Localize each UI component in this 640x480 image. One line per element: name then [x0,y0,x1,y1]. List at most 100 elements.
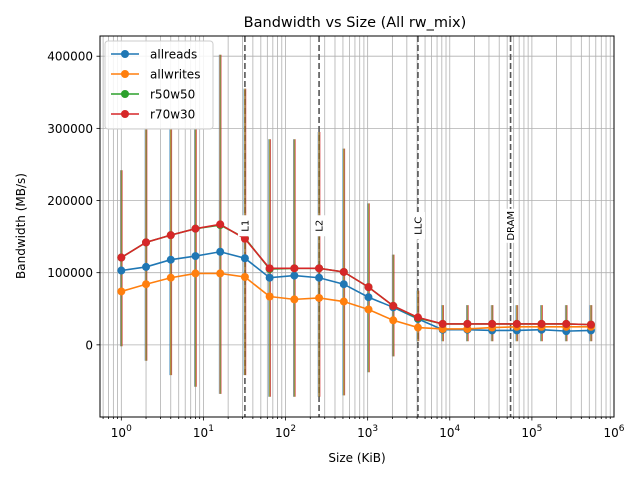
x-tick-label: 106 [603,424,624,440]
data-point-allwrites [142,280,151,289]
data-point-allreads [339,280,348,289]
data-point-r70w30 [216,220,225,229]
cache-label-box [312,215,327,237]
legend-swatch-marker [121,70,129,78]
x-tick-label: 103 [357,424,378,440]
y-tick-label: 100000 [47,266,93,280]
x-axis-ticks: 100 101 102 103 104 105 106 [102,417,625,440]
x-tick-base: 10 [111,426,126,440]
x-tick-label: 105 [521,424,542,440]
data-point-r70w30 [166,231,175,240]
data-point-allwrites [389,316,398,325]
x-tick-exponent: 6 [619,424,625,434]
data-point-allreads [166,255,175,264]
data-point-allwrites [364,305,373,314]
data-point-r70w30 [562,319,571,328]
x-tick-base: 10 [439,426,454,440]
cache-label-box [410,212,425,240]
data-point-r70w30 [413,313,422,322]
chart-title: Bandwidth vs Size (All rw_mix) [244,15,467,31]
legend: allreads allwrites r50w50 r70w30 [104,40,214,130]
data-point-r70w30 [488,319,497,328]
data-point-r70w30 [142,238,151,247]
y-tick-label: 400000 [47,50,93,64]
data-point-r70w30 [512,319,521,328]
series-line-r70w30 [120,223,591,326]
x-tick-label: 101 [193,424,214,440]
x-tick-base: 10 [357,426,372,440]
legend-label-allreads: allreads [150,48,197,62]
data-point-allwrites [216,269,225,278]
x-tick-label: 104 [439,424,460,440]
data-point-r70w30 [117,253,126,262]
data-point-r70w30 [339,267,348,276]
y-axis-title: Bandwidth (MB/s) [14,173,28,279]
cache-label-dram: DRAM [506,211,517,241]
cache-label-l2: L2 [315,220,326,232]
data-point-allreads [315,273,324,282]
data-point-allreads [191,252,200,261]
series-line-allreads [121,250,591,332]
cache-label-box [503,208,518,243]
x-tick-label: 102 [275,424,296,440]
data-point-r70w30 [364,283,373,292]
data-point-r70w30 [438,319,447,328]
legend-swatch-marker [121,110,129,118]
x-tick-exponent: 1 [208,424,214,434]
x-tick-exponent: 4 [455,424,461,434]
data-point-r70w30 [290,264,299,273]
legend-swatch-marker [121,50,129,58]
legend-swatch-marker [121,90,129,98]
series-line-allwrites [121,272,591,330]
data-point-allreads [290,271,299,280]
x-tick-exponent: 3 [372,424,378,434]
data-point-allreads [364,293,373,302]
y-tick-label: 0 [85,338,93,352]
data-point-r70w30 [315,264,324,273]
x-tick-base: 10 [521,426,536,440]
data-point-r70w30 [389,301,398,310]
x-tick-exponent: 2 [290,424,296,434]
data-point-allwrites [117,287,126,296]
legend-box [104,40,214,130]
data-point-allwrites [315,293,324,302]
data-point-allwrites [413,323,422,332]
data-point-allwrites [290,295,299,304]
x-tick-base: 10 [603,426,618,440]
data-point-r70w30 [265,264,274,273]
data-point-allreads [142,262,151,271]
x-tick-exponent: 0 [126,424,132,434]
data-point-allreads [240,254,249,263]
cache-label-box [237,215,252,237]
data-point-allreads [216,247,225,256]
data-point-r70w30 [240,234,249,243]
x-tick-label: 100 [111,424,132,440]
legend-label-r50w50: r50w50 [150,88,195,102]
data-point-allwrites [191,269,200,278]
y-tick-label: 200000 [47,194,93,208]
cache-label-l1: L1 [240,220,251,232]
data-point-r70w30 [463,319,472,328]
y-axis-ticks: 0 100000 200000 300000 400000 [47,50,100,352]
cache-level-labels: L1 L2 LLC DRAM [237,208,518,243]
x-tick-exponent: 5 [537,424,543,434]
data-point-allwrites [240,273,249,282]
data-point-r70w30 [537,319,546,328]
data-point-allwrites [166,273,175,282]
x-axis-title: Size (KiB) [328,451,385,465]
data-series [117,220,595,336]
x-tick-base: 10 [193,426,208,440]
data-point-r70w30 [191,224,200,233]
data-point-allwrites [265,292,274,301]
legend-label-allwrites: allwrites [150,68,200,82]
plot-frame [99,35,615,418]
y-tick-label: 300000 [47,122,93,136]
x-tick-base: 10 [275,426,290,440]
data-point-allreads [117,266,126,275]
data-point-r70w30 [586,320,595,329]
cache-label-llc: LLC [413,217,424,235]
data-point-allwrites [339,297,348,306]
legend-label-r70w30: r70w30 [150,108,195,122]
data-point-allreads [265,273,274,282]
